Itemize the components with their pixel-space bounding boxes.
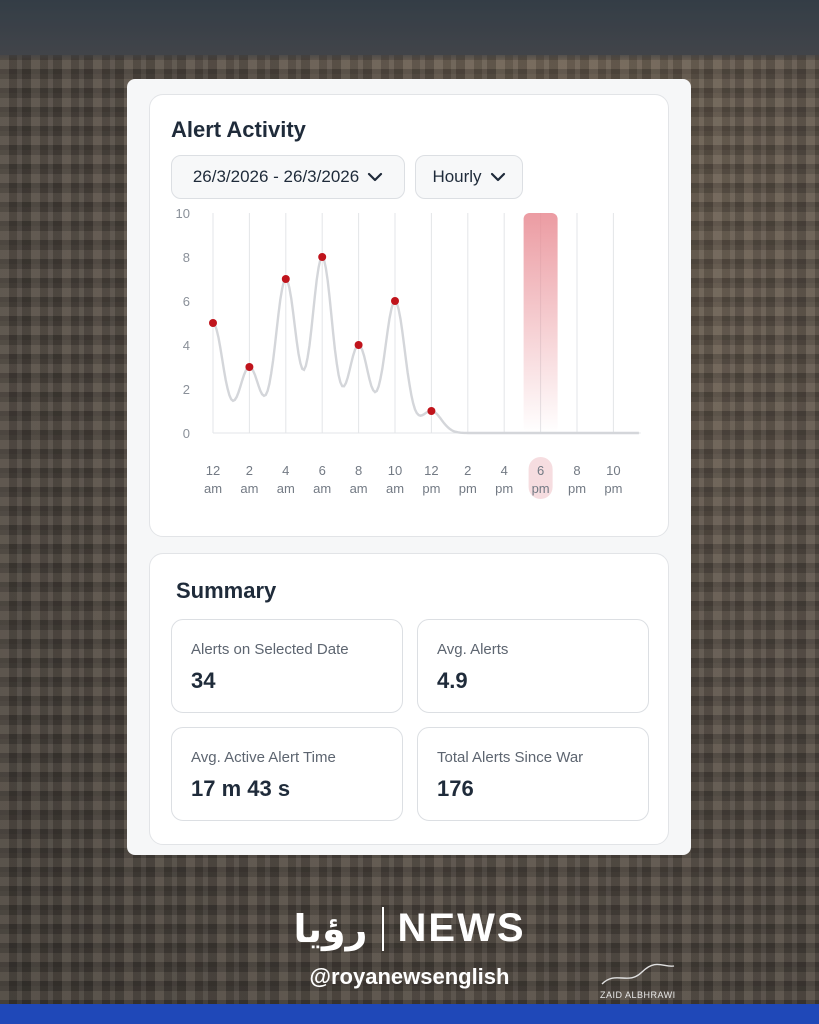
news-wordmark: NEWS [397,906,526,950]
stat-avg-alerts: Avg. Alerts 4.9 [417,619,649,713]
stat-label: Avg. Alerts [437,641,509,658]
data-point [391,297,399,305]
x-tick-label: pm [604,481,622,496]
x-tick-label: 12 [206,463,220,478]
x-tick-label: pm [422,481,440,496]
activity-title: Alert Activity [171,117,306,142]
stat-label: Avg. Active Alert Time [191,749,336,766]
stat-value: 4.9 [437,668,468,693]
x-tick-label: 12 [424,463,438,478]
data-point [427,407,436,415]
summary-card: Summary Alerts on Selected Date 34 Avg. … [149,553,669,845]
arabic-logo: رؤيا [293,906,368,951]
stat-value: 34 [191,668,216,693]
x-tick-label: am [350,481,368,496]
stat-label: Total Alerts Since War [437,749,584,766]
stat-alerts-selected-date: Alerts on Selected Date 34 [171,619,403,713]
x-tick-label: 4 [282,463,289,478]
x-tick-label: 4 [501,463,508,478]
stat-value: 17 m 43 s [191,776,291,801]
stat-avg-active-time: Avg. Active Alert Time 17 m 43 s [171,727,403,821]
roya-news-logo: رؤيا NEWS [0,906,819,951]
x-tick-label: pm [459,481,477,496]
stat-total-since-war: Total Alerts Since War 176 [417,727,649,821]
y-tick-label: 6 [183,294,190,309]
highlight-band [523,213,558,433]
data-point [318,253,327,261]
x-tick-label: 8 [355,463,362,478]
x-tick-label: pm [532,481,550,496]
photographer-signature: ZAID ALBHRAWI [598,962,678,1006]
y-tick-label: 8 [183,250,190,265]
series-line [212,254,639,435]
screenshot-panel: Alert Activity 26/3/2026 - 26/3/2026 Hou… [127,79,691,855]
y-tick-label: 2 [183,382,190,397]
summary-title: Summary [176,578,277,603]
y-tick-label: 0 [183,426,190,441]
x-tick-label: pm [568,481,586,496]
x-tick-label: am [386,481,404,496]
date-range-dropdown[interactable]: 26/3/2026 - 26/3/2026 [171,155,405,199]
x-tick-label: 8 [573,463,580,478]
y-tick-label: 4 [183,338,190,353]
x-tick-label: 2 [246,463,253,478]
sky-strip [0,0,819,55]
x-tick-label: pm [495,481,513,496]
interval-value: Hourly [432,167,482,186]
data-point [354,341,363,349]
data-point [245,363,254,371]
chevron-down-icon [490,172,505,182]
x-tick-label: 10 [606,463,620,478]
x-tick-label: 10 [388,463,402,478]
data-point [281,275,290,283]
stat-value: 176 [437,776,474,801]
stat-label: Alerts on Selected Date [191,641,349,658]
x-tick-label: 2 [464,463,471,478]
x-tick-label: am [240,481,258,496]
bottom-brand-bar [0,1004,819,1024]
alert-activity-card: Alert Activity 26/3/2026 - 26/3/2026 Hou… [149,94,669,537]
x-tick-label: 6 [537,463,544,478]
data-point [209,319,217,327]
alert-activity-chart: 0 2 4 6 8 10 12 am 2 am 4 am 6 am 8 am 10 am 12 pm 2 pm 4 pm 6 pm… [176,206,641,499]
x-tick-label: 6 [319,463,326,478]
date-range-value: 26/3/2026 - 26/3/2026 [192,167,360,186]
x-tick-label: am [204,481,222,496]
interval-dropdown[interactable]: Hourly [415,155,523,199]
chevron-down-icon [368,172,383,182]
x-tick-label: am [313,481,331,496]
x-tick-label: am [277,481,295,496]
logo-divider [381,906,384,951]
x-tick-highlight [528,457,553,499]
y-tick-label: 10 [176,206,190,221]
social-handle: @royanewsenglish [309,964,510,989]
